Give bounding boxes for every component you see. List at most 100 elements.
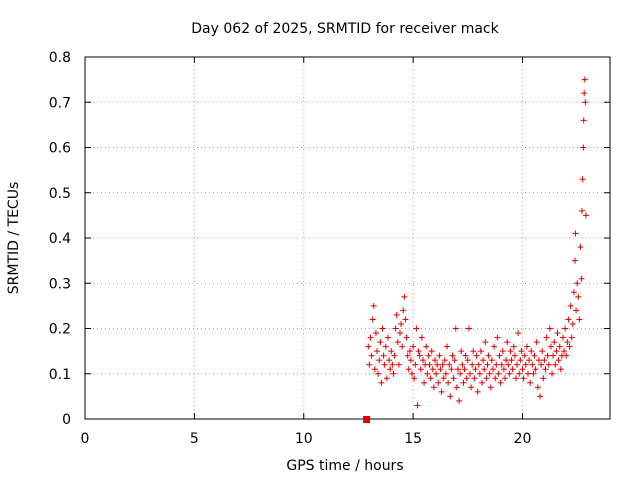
data-point bbox=[485, 352, 492, 359]
data-point bbox=[526, 357, 533, 364]
data-point bbox=[538, 361, 545, 368]
data-point bbox=[556, 343, 563, 350]
data-point bbox=[472, 366, 479, 373]
data-point bbox=[566, 343, 573, 350]
data-point bbox=[444, 343, 451, 350]
data-point bbox=[543, 334, 550, 341]
plot-frame bbox=[84, 56, 611, 420]
data-point bbox=[394, 339, 401, 346]
data-point bbox=[406, 348, 413, 355]
data-point bbox=[434, 361, 441, 368]
data-point bbox=[423, 343, 430, 350]
data-point bbox=[380, 352, 387, 359]
data-point bbox=[539, 348, 546, 355]
data-point bbox=[519, 366, 526, 373]
data-point bbox=[426, 361, 433, 368]
data-point bbox=[521, 352, 528, 359]
data-point bbox=[561, 348, 568, 355]
data-points bbox=[363, 76, 589, 423]
data-point bbox=[508, 357, 515, 364]
data-point bbox=[555, 357, 562, 364]
x-tick-label: 15 bbox=[404, 431, 422, 447]
data-point bbox=[461, 366, 468, 373]
data-point bbox=[453, 384, 460, 391]
data-point bbox=[464, 357, 471, 364]
data-point bbox=[401, 293, 408, 300]
data-point bbox=[504, 339, 511, 346]
data-point bbox=[572, 230, 579, 237]
data-point bbox=[533, 339, 540, 346]
data-point bbox=[517, 357, 524, 364]
y-tick-label: 0 bbox=[62, 412, 71, 428]
data-point bbox=[397, 330, 403, 337]
data-point bbox=[577, 244, 584, 251]
data-point bbox=[563, 352, 570, 359]
data-point bbox=[544, 352, 551, 359]
data-point bbox=[471, 375, 478, 382]
data-point bbox=[459, 361, 466, 368]
x-axis-label: GPS time / hours bbox=[286, 458, 403, 474]
data-point bbox=[462, 352, 469, 359]
data-point bbox=[451, 357, 458, 364]
tick-labels: 0 5 10 15 20 0 0.1 0.2 0.3 0.4 0.5 0.6 0.7 0.8 bbox=[49, 50, 532, 447]
data-point bbox=[573, 307, 580, 314]
data-point bbox=[419, 357, 426, 364]
data-point bbox=[570, 289, 577, 296]
data-point bbox=[562, 325, 569, 332]
data-point bbox=[509, 366, 516, 373]
data-point bbox=[369, 316, 376, 323]
data-point bbox=[557, 366, 564, 373]
data-point bbox=[531, 352, 538, 359]
data-point bbox=[375, 370, 382, 377]
data-point bbox=[532, 366, 539, 373]
data-point bbox=[460, 379, 467, 386]
data-point bbox=[497, 379, 504, 386]
axes bbox=[84, 56, 611, 420]
y-tick-label: 0.5 bbox=[49, 186, 71, 202]
data-point bbox=[493, 361, 500, 368]
data-point bbox=[510, 343, 517, 350]
data-point bbox=[582, 212, 589, 219]
data-point bbox=[399, 343, 406, 350]
data-point bbox=[518, 348, 525, 355]
data-point bbox=[398, 320, 405, 327]
data-point bbox=[370, 302, 377, 309]
data-point bbox=[481, 366, 488, 373]
data-point bbox=[429, 366, 436, 373]
data-point bbox=[568, 334, 575, 341]
data-point bbox=[414, 402, 421, 409]
data-point bbox=[378, 379, 385, 386]
data-point bbox=[368, 352, 375, 359]
data-point bbox=[572, 257, 578, 264]
data-point bbox=[549, 370, 556, 377]
data-point bbox=[448, 366, 455, 373]
data-point bbox=[405, 366, 412, 373]
data-point bbox=[486, 370, 493, 377]
data-point bbox=[529, 361, 536, 368]
data-point bbox=[512, 375, 519, 382]
data-point bbox=[366, 361, 373, 368]
data-point bbox=[418, 334, 425, 341]
data-point bbox=[456, 397, 463, 404]
data-point bbox=[528, 348, 535, 355]
data-point bbox=[554, 330, 561, 337]
data-point bbox=[463, 375, 470, 382]
data-point bbox=[413, 325, 420, 332]
data-point bbox=[469, 361, 476, 368]
data-point bbox=[365, 343, 372, 350]
data-point bbox=[440, 375, 447, 382]
data-point bbox=[402, 316, 409, 323]
data-point bbox=[514, 361, 521, 368]
data-point bbox=[377, 339, 384, 346]
data-point bbox=[541, 357, 548, 364]
data-point bbox=[477, 348, 484, 355]
data-point bbox=[386, 357, 393, 364]
data-point bbox=[427, 375, 434, 382]
data-point bbox=[470, 348, 477, 355]
y-tick-label: 0.2 bbox=[49, 322, 71, 338]
data-point bbox=[409, 370, 416, 377]
data-point bbox=[465, 325, 472, 332]
data-point bbox=[550, 352, 557, 359]
data-point bbox=[516, 370, 523, 377]
data-point bbox=[540, 375, 547, 382]
